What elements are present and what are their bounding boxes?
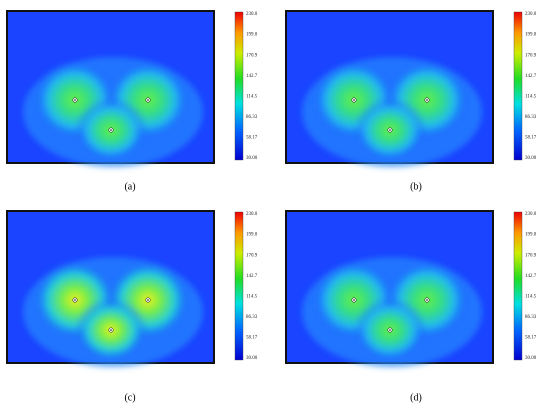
panel: 230.0 199.0 170.9 142.7 114.5 86.33 58.17 30.00 — [6, 210, 258, 367]
source-dot — [389, 329, 391, 331]
colorbar-tick-label: 86.33 — [246, 315, 258, 320]
source-dot — [389, 129, 391, 131]
colorbar-tick-label: 86.33 — [525, 115, 537, 120]
colorbar-tick-label: 230.0 — [246, 12, 258, 17]
colorbar — [234, 211, 244, 361]
heatmap-field — [302, 257, 482, 367]
source-dot — [110, 329, 112, 331]
source-dot — [147, 299, 149, 301]
colorbar-tick-label: 30.00 — [246, 156, 258, 161]
colorbar-tick-label: 230.0 — [246, 212, 258, 217]
colorbar-tick-label: 58.17 — [246, 336, 258, 341]
colorbar-tick-label: 199.0 — [525, 33, 537, 38]
colorbar-tick-label: 58.17 — [525, 136, 537, 141]
colorbar-tick-label: 86.33 — [525, 315, 537, 320]
panel-label: (a) — [124, 181, 135, 192]
source-dot — [426, 99, 428, 101]
colorbar-tick-label: 199.0 — [246, 33, 258, 38]
panel: 230.0 199.0 170.9 142.7 114.5 86.33 58.17 30.00 — [6, 10, 258, 167]
source-dot — [426, 299, 428, 301]
colorbar-tick-label: 142.7 — [525, 74, 537, 79]
colorbar-tick-label: 230.0 — [525, 12, 537, 17]
colorbar-tick-label: 142.7 — [246, 274, 258, 279]
colorbar-tick-label: 30.00 — [525, 356, 537, 361]
colorbar-tick-label: 58.17 — [525, 336, 537, 341]
colorbar-tick-label: 170.9 — [246, 253, 258, 258]
colorbar-tick-label: 142.7 — [246, 74, 258, 79]
colorbar-tick-label: 142.7 — [525, 274, 537, 279]
source-dot — [353, 299, 355, 301]
panel: 230.0 199.0 170.9 142.7 114.5 86.33 58.17 30.00 — [285, 210, 537, 367]
colorbar-tick-label: 30.00 — [525, 156, 537, 161]
heatmap-field — [23, 57, 203, 167]
colorbar-tick-label: 58.17 — [246, 136, 258, 141]
panel-label: (b) — [410, 181, 422, 192]
colorbar-tick-label: 170.9 — [525, 53, 537, 58]
colorbar — [234, 11, 244, 161]
colorbar-tick-label: 30.00 — [246, 356, 258, 361]
source-dot — [353, 99, 355, 101]
source-dot — [74, 99, 76, 101]
colorbar-tick-label: 114.5 — [246, 94, 258, 99]
panel: 230.0 199.0 170.9 142.7 114.5 86.33 58.17 30.00 — [285, 10, 537, 167]
panel-label: (d) — [410, 392, 422, 403]
colorbar-tick-label: 114.5 — [525, 94, 537, 99]
colorbar — [513, 11, 523, 161]
colorbar-tick-label: 86.33 — [246, 115, 258, 120]
heatmap-field — [302, 57, 482, 167]
colorbar-tick-label: 114.5 — [525, 294, 537, 299]
source-dot — [147, 99, 149, 101]
panel-label: (c) — [124, 392, 135, 403]
source-dot — [74, 299, 76, 301]
colorbar-tick-label: 199.0 — [525, 233, 537, 238]
colorbar-tick-label: 199.0 — [246, 233, 258, 238]
source-dot — [110, 129, 112, 131]
colorbar-tick-label: 230.0 — [525, 212, 537, 217]
colorbar — [513, 211, 523, 361]
colorbar-tick-label: 114.5 — [246, 294, 258, 299]
colorbar-tick-label: 170.9 — [525, 253, 537, 258]
heatmap-field — [23, 257, 203, 367]
colorbar-tick-label: 170.9 — [246, 53, 258, 58]
